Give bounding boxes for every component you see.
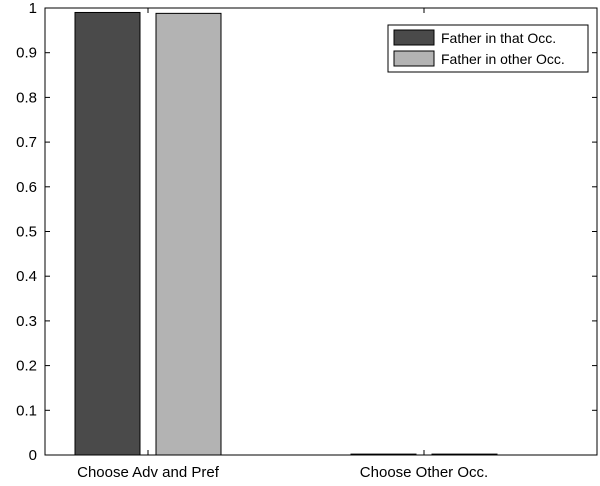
y-axis: 0 0.1 0.2 0.3 0.4 0.5 0.6 0.7 0.8 0.9 1 [16, 0, 597, 464]
y-tick-label: 0 [29, 447, 37, 464]
bars-group [74, 11, 498, 456]
x-axis: Choose Adv and Pref Choose Other Occ. [77, 8, 488, 481]
y-tick-label: 0.1 [16, 402, 37, 419]
y-tick-label: 0.8 [16, 89, 37, 106]
legend-swatch [393, 50, 435, 67]
y-tick-label: 0.9 [16, 45, 37, 62]
y-tick-label: 0.6 [16, 179, 37, 196]
y-tick-label: 0.4 [16, 268, 37, 285]
y-tick-label: 0.2 [16, 358, 37, 375]
y-tick-label: 0.5 [16, 224, 37, 241]
legend: Father in that Occ. Father in other Occ. [387, 24, 589, 73]
legend-label: Father in that Occ. [441, 30, 556, 46]
y-tick-label: 0.7 [16, 134, 37, 151]
x-tick-label: Choose Adv and Pref [77, 464, 220, 481]
legend-label: Father in other Occ. [441, 51, 565, 67]
bar-father-in-other-occ [431, 453, 498, 456]
y-tick-label: 1 [29, 0, 37, 17]
y-tick-label: 0.3 [16, 313, 37, 330]
bar-father-in-that-occ [350, 453, 417, 456]
legend-swatch [393, 29, 435, 46]
bar-father-in-that-occ [74, 11, 141, 456]
x-tick-label: Choose Other Occ. [360, 464, 488, 481]
bar-father-in-other-occ [155, 12, 222, 456]
